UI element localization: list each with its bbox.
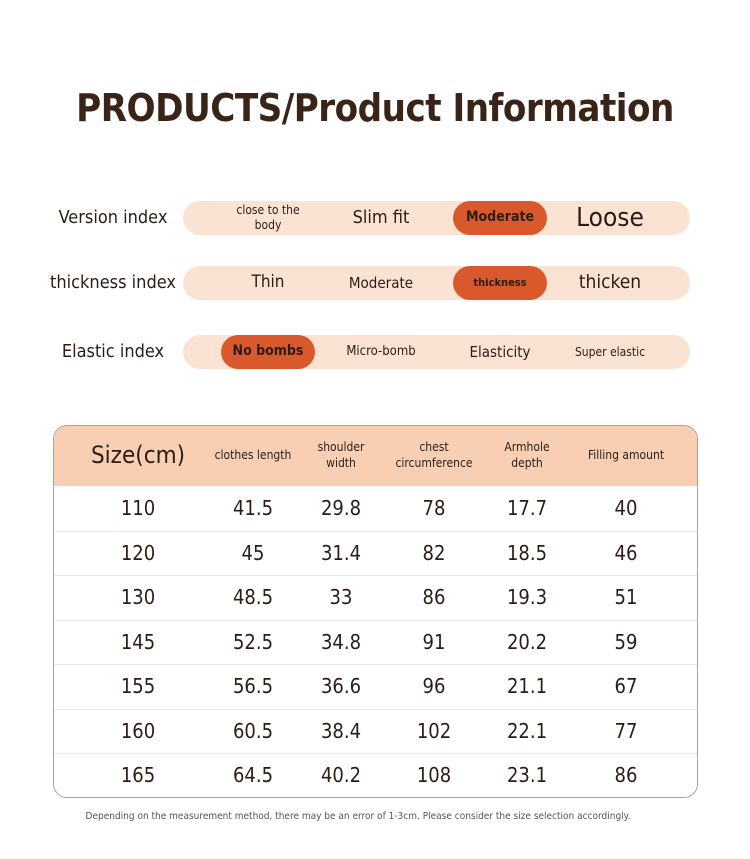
index-bar [183,201,690,235]
table-cell: 45 [241,540,265,565]
row-divider [54,664,697,665]
table-cell: 64.5 [232,763,274,788]
index-option: thicken [578,271,642,294]
table-cell: 59 [614,629,638,654]
column-header: shoulder width [317,440,365,470]
index-option: No bombs [232,343,304,360]
selected-pill [221,335,315,369]
index-option: Thin [251,272,285,293]
index-label: thickness index [50,272,176,293]
index-bar [183,266,690,300]
table-cell: 33 [329,585,353,610]
table-cell: 41.5 [232,496,274,521]
index-option: close to the body [236,203,300,232]
index-option: Loose [576,202,644,233]
column-header: Filling amount [587,448,665,463]
table-cell: 110 [120,496,156,521]
index-option: Moderate [465,209,535,226]
index-option: Elasticity [469,342,531,361]
table-cell: 23.1 [506,763,548,788]
table-cell: 165 [120,763,156,788]
table-cell: 82 [422,540,446,565]
table-cell: 145 [120,629,156,654]
table-cell: 51 [614,585,638,610]
table-cell: 40 [614,496,638,521]
index-option: thickness [473,276,527,290]
table-cell: 40.2 [320,763,362,788]
table-cell: 46 [614,540,638,565]
selected-pill [453,201,547,235]
table-cell: 60.5 [232,718,274,743]
selected-pill [453,266,547,300]
table-cell: 29.8 [320,496,362,521]
table-cell: 34.8 [320,629,362,654]
table-cell: 78 [422,496,446,521]
table-cell: 102 [416,718,452,743]
table-cell: 20.2 [506,629,548,654]
table-cell: 38.4 [320,718,362,743]
row-divider [54,575,697,576]
index-label: Version index [58,207,168,228]
table-cell: 91 [422,629,446,654]
table-cell: 108 [416,763,452,788]
index-option: Slim fit [352,206,410,228]
row-divider [54,753,697,754]
row-divider [54,530,697,532]
index-option: Super elastic [574,344,646,359]
table-cell: 86 [614,763,638,788]
table-cell: 86 [422,585,446,610]
column-header: chest circumference [395,440,473,470]
column-header: Size(cm) [90,441,186,470]
footnote: Depending on the measurement method, the… [85,811,631,822]
table-cell: 120 [120,540,156,565]
column-header: clothes length [214,448,292,463]
row-divider [54,708,697,710]
table-cell: 36.6 [320,674,362,699]
table-cell: 155 [120,674,156,699]
table-cell: 31.4 [320,540,362,565]
table-cell: 18.5 [506,540,548,565]
table-cell: 77 [614,718,638,743]
table-cell: 52.5 [232,629,274,654]
table-cell: 17.7 [506,496,548,521]
row-divider [54,619,697,621]
size-table: Size(cm) clothes length shoulder width ches… [53,425,698,798]
table-cell: 48.5 [232,585,274,610]
table-header [54,426,697,486]
index-label: Elastic index [61,341,165,362]
table-cell: 56.5 [232,674,274,699]
table-cell: 22.1 [506,718,548,743]
table-cell: 67 [614,674,638,699]
index-option: Micro-bomb [346,343,416,359]
table-cell: 21.1 [506,674,548,699]
table-cell: 19.3 [506,585,548,610]
page-title: PRODUCTS/Product Information [76,86,674,130]
table-cell: 96 [422,674,446,699]
index-option: Moderate [348,273,414,292]
table-cell: 130 [120,585,156,610]
table-cell: 160 [120,718,156,743]
column-header: Armhole depth [504,440,550,470]
